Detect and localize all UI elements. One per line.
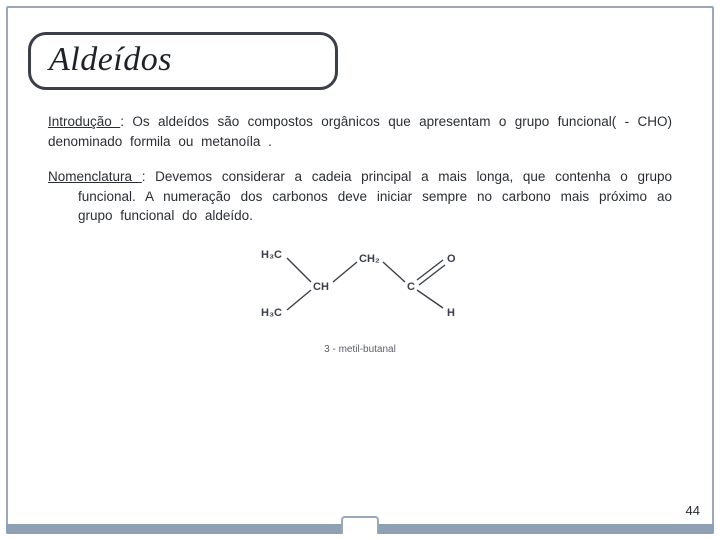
page-number: 44 [686, 503, 700, 518]
bond-1 [287, 258, 311, 282]
atom-ch: CH [313, 281, 329, 293]
atom-h3c-top: H₃C [261, 249, 282, 261]
bond-6 [417, 290, 443, 308]
intro-paragraph: Introdução : Os aldeídos são compostos o… [48, 112, 672, 151]
title-pill: Aldeídos [28, 32, 338, 90]
bond-3 [333, 262, 357, 282]
bond-4 [383, 262, 405, 282]
nomenclatura-label: Nomenclatura [48, 169, 142, 184]
molecule-figure: H₃C H₃C CH CH₂ C O H 3 - metil-butanal [48, 244, 672, 358]
nomenclatura-text: : Devemos considerar a cadeia principal … [78, 169, 672, 223]
atom-c: C [407, 281, 415, 293]
molecule-diagram: H₃C H₃C CH CH₂ C O H [255, 244, 465, 332]
slide-title: Aldeídos [49, 41, 313, 79]
atom-h: H [447, 307, 455, 319]
molecule-caption: 3 - metil-butanal [48, 343, 672, 358]
atom-h3c-bottom: H₃C [261, 307, 282, 319]
bond-2 [287, 290, 311, 310]
intro-text: : Os aldeídos são compostos orgânicos qu… [48, 114, 672, 149]
content-area: Introdução : Os aldeídos são compostos o… [48, 112, 672, 358]
nomenclatura-paragraph: Nomenclatura : Devemos considerar a cade… [48, 167, 672, 226]
atom-ch2: CH₂ [359, 253, 380, 265]
bottom-notch [341, 516, 379, 534]
atom-o: O [447, 253, 456, 265]
intro-label: Introdução [48, 114, 120, 129]
